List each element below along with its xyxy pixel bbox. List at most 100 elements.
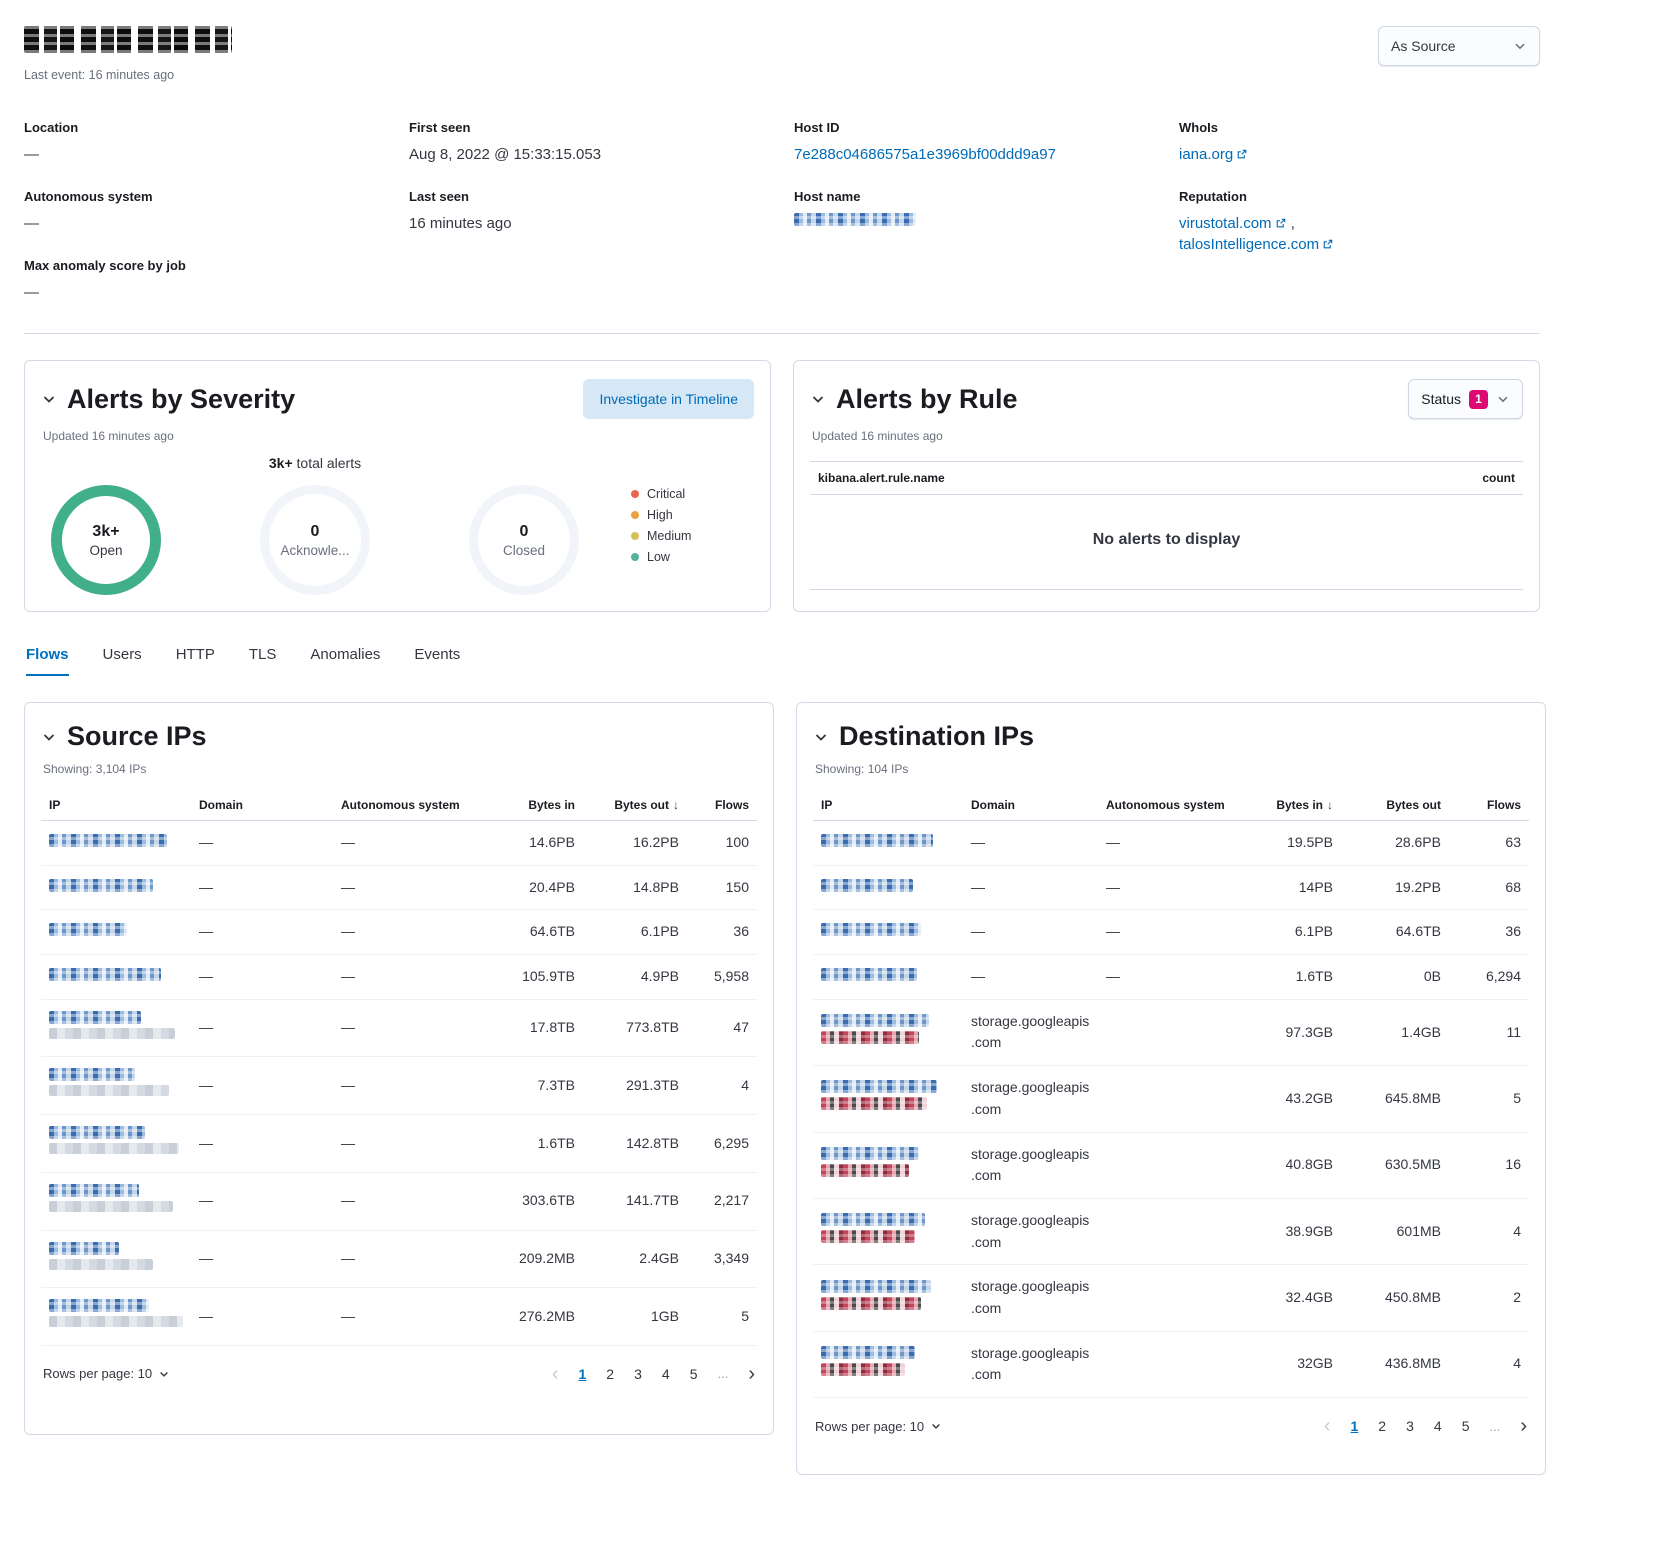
as-cell — [1098, 1264, 1233, 1332]
redacted-ip[interactable] — [821, 834, 933, 847]
collapse-chevron-icon[interactable] — [41, 391, 57, 407]
whois-link[interactable]: iana.org — [1179, 146, 1234, 163]
redacted-ip[interactable] — [49, 968, 161, 982]
ip-column-header[interactable]: IP — [41, 790, 191, 821]
page-5-button[interactable]: 5 — [1461, 1418, 1470, 1434]
field-value: — — [24, 146, 39, 163]
page-3-button[interactable]: 3 — [634, 1365, 642, 1382]
page-1-button[interactable]: 1 — [1350, 1418, 1359, 1434]
redacted-ip[interactable] — [49, 923, 127, 937]
collapse-chevron-icon[interactable] — [41, 729, 57, 745]
redacted-ip[interactable] — [49, 1241, 153, 1270]
flows-column-header[interactable]: Flows — [1449, 790, 1529, 821]
redacted-ip[interactable] — [49, 1126, 179, 1155]
previous-page-button[interactable]: ‹ — [1323, 1415, 1331, 1437]
redacted-ip[interactable] — [821, 1146, 919, 1177]
tab-events[interactable]: Events — [414, 646, 461, 663]
autonomous-system-column-header[interactable]: Autonomous system — [1098, 790, 1233, 821]
table-row: storage.googleapis.com 97.3GB 1.4GB 11 — [813, 999, 1529, 1067]
rows-per-page-button[interactable]: Rows per page: 10 — [43, 1366, 170, 1381]
tab-users[interactable]: Users — [102, 646, 142, 663]
open-alerts-donut: 3k+ Open — [51, 485, 161, 595]
legend-item-critical: Critical — [631, 487, 691, 501]
ip-cell — [41, 1172, 191, 1231]
count-column-header[interactable]: count — [1482, 471, 1515, 485]
status-filter-button[interactable]: Status 1 — [1408, 379, 1523, 419]
flows-cell: 36 — [687, 909, 757, 956]
page-2-button[interactable]: 2 — [1378, 1418, 1387, 1434]
page-1-button[interactable]: 1 — [578, 1365, 587, 1382]
reputation-link-virustotal[interactable]: virustotal.com — [1179, 215, 1272, 232]
page-4-button[interactable]: 4 — [661, 1365, 670, 1382]
flows-cell: 150 — [687, 865, 757, 911]
as-cell: — — [333, 1287, 491, 1346]
external-link-icon — [1323, 239, 1333, 249]
redacted-ip[interactable] — [49, 1068, 169, 1097]
table-row: — —14.6PB 16.2PB 100 — [41, 820, 757, 866]
collapse-chevron-icon[interactable] — [810, 391, 826, 407]
rule-name-column-header[interactable]: kibana.alert.rule.name — [818, 471, 945, 485]
bytes-out-cell: 19.2PB — [1341, 865, 1449, 911]
investigate-in-timeline-button[interactable]: Investigate in Timeline — [583, 379, 754, 419]
bytes-out-cell: 6.1PB — [583, 909, 687, 956]
bytes-in-column-header[interactable]: Bytes in — [491, 790, 583, 821]
collapse-chevron-icon[interactable] — [813, 729, 829, 745]
tab-flows[interactable]: Flows — [26, 638, 69, 676]
domain-column-header[interactable]: Domain — [963, 790, 1098, 821]
flows-column-header[interactable]: Flows — [687, 790, 757, 821]
reputation-link-talos[interactable]: talosIntelligence.com — [1179, 236, 1320, 253]
redacted-ip[interactable] — [821, 968, 917, 982]
page-4-button[interactable]: 4 — [1433, 1418, 1442, 1434]
page-2-button[interactable]: 2 — [606, 1365, 615, 1382]
tab-tls[interactable]: TLS — [248, 646, 277, 663]
bytes-in-cell: 97.3GB — [1233, 999, 1341, 1067]
table-row: — —64.6TB 6.1PB 36 — [41, 909, 757, 956]
as-cell — [1098, 1331, 1233, 1399]
bytes-in-column-header[interactable]: Bytes in ↓ — [1233, 790, 1341, 821]
previous-page-button[interactable]: ‹ — [551, 1362, 559, 1385]
redacted-ip[interactable] — [821, 1014, 929, 1045]
page-5-button[interactable]: 5 — [689, 1365, 698, 1382]
redacted-ip[interactable] — [821, 1279, 931, 1310]
host-id-link[interactable]: 7e288c04686575a1e3969bf00ddd9a97 — [794, 146, 1056, 163]
next-page-button[interactable]: › — [1520, 1415, 1527, 1437]
redacted-ip[interactable] — [821, 1213, 925, 1244]
redacted-ip[interactable] — [49, 834, 167, 847]
bytes-out-column-header[interactable]: Bytes out ↓ — [583, 790, 687, 821]
ip-column-header[interactable]: IP — [813, 790, 963, 821]
field-label: Max anomaly score by job — [24, 258, 186, 273]
tab-anomalies[interactable]: Anomalies — [310, 646, 381, 663]
source-ips-showing: Showing: 3,104 IPs — [43, 762, 147, 776]
redacted-host-name[interactable] — [794, 213, 916, 226]
bytes-out-cell: 645.8MB — [1341, 1065, 1449, 1133]
field-first-seen: First seen Aug 8, 2022 @ 15:33:15.053 — [409, 120, 770, 165]
domain-column-header[interactable]: Domain — [191, 790, 333, 821]
redacted-ip[interactable] — [821, 923, 921, 937]
bytes-in-cell: 32.4GB — [1233, 1264, 1341, 1332]
redacted-ip[interactable] — [49, 878, 153, 892]
page-3-button[interactable]: 3 — [1406, 1418, 1414, 1434]
legend-label: High — [647, 507, 673, 522]
redacted-ip[interactable] — [49, 1299, 183, 1328]
as-source-select[interactable]: As Source — [1378, 26, 1540, 66]
flows-cell: 68 — [1449, 865, 1529, 911]
source-ips-title: Source IPs — [67, 721, 207, 751]
table-row: storage.googleapis.com 32GB 436.8MB 4 — [813, 1331, 1529, 1399]
redacted-ip[interactable] — [49, 1010, 175, 1039]
autonomous-system-column-header[interactable]: Autonomous system — [333, 790, 491, 821]
redacted-ip[interactable] — [821, 878, 913, 892]
bytes-out-cell: 64.6TB — [1341, 909, 1449, 956]
field-host-name: Host name — [794, 189, 1155, 226]
bytes-in-cell: 17.8TB — [491, 999, 583, 1058]
bytes-out-column-header[interactable]: Bytes out — [1341, 790, 1449, 821]
next-page-button[interactable]: › — [748, 1362, 755, 1385]
rows-per-page-button[interactable]: Rows per page: 10 — [815, 1419, 942, 1434]
tab-http[interactable]: HTTP — [175, 646, 215, 663]
closed-alerts-donut: 0 Closed — [469, 485, 579, 595]
redacted-ip[interactable] — [821, 1080, 937, 1111]
redacted-ip[interactable] — [49, 1183, 173, 1212]
flows-cell: 5,958 — [687, 954, 757, 1000]
redacted-ip[interactable] — [821, 1345, 915, 1376]
flows-cell: 16 — [1449, 1132, 1529, 1199]
field-value: — — [24, 215, 39, 232]
